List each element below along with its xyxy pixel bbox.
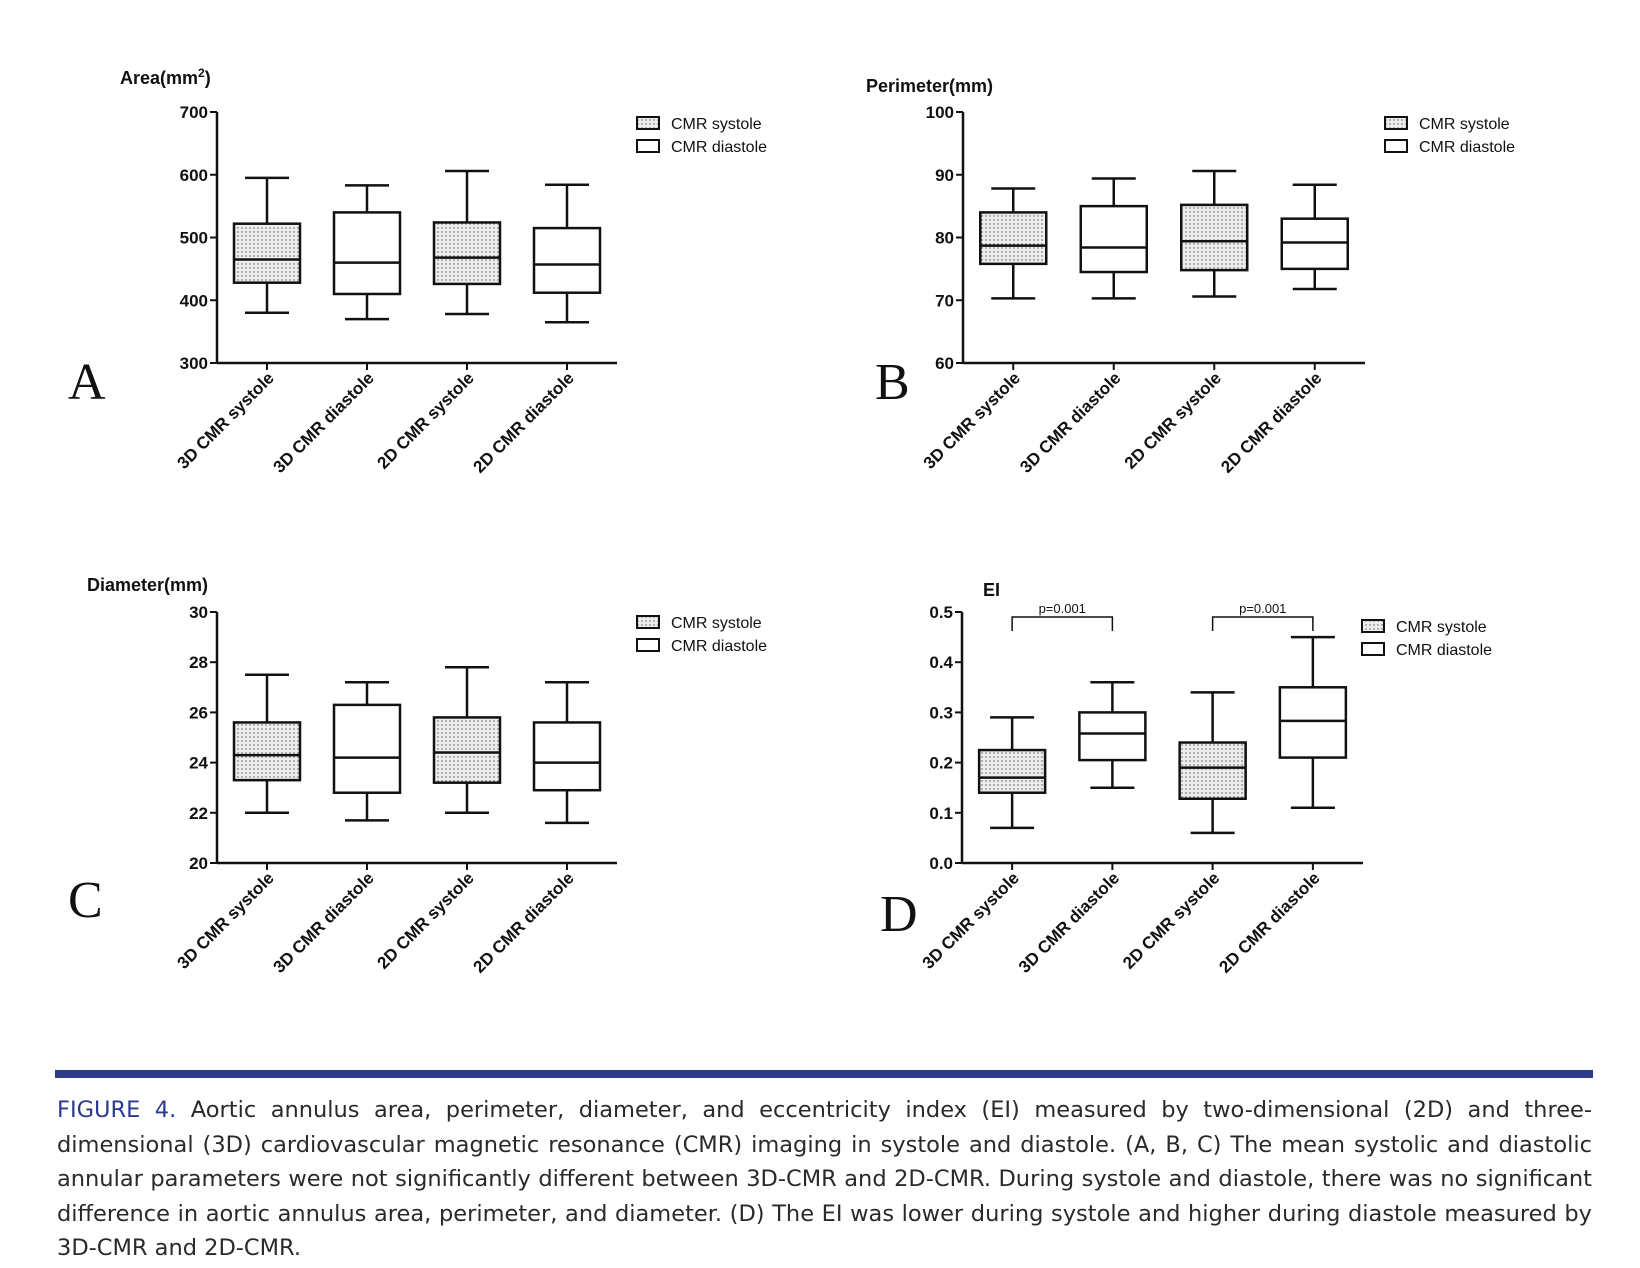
y-tick-label: 0.0 xyxy=(929,854,953,873)
legend-label-diastole: CMR diastole xyxy=(671,638,767,655)
p-value-label: p=0.001 xyxy=(1039,601,1086,616)
legend-swatch-diastole xyxy=(1384,139,1408,153)
iqr-box xyxy=(1079,204,1148,274)
x-tick-label: 2D CMR systole xyxy=(1121,368,1225,472)
x-tick-label: 3D CMR systole xyxy=(920,368,1024,472)
y-tick-label: 0.1 xyxy=(929,804,953,823)
figure-caption: FIGURE 4. Aortic annulus area, perimeter… xyxy=(57,1093,1592,1266)
y-tick-label: 0.5 xyxy=(929,603,953,622)
legend-label-systole: CMR systole xyxy=(671,615,762,632)
x-tick-label: 3D CMR diastole xyxy=(270,368,378,476)
panel-letter: C xyxy=(68,872,103,929)
x-tick-label: 2D CMR systole xyxy=(374,868,478,972)
caption-divider xyxy=(55,1070,1593,1078)
iqr-box xyxy=(232,222,302,284)
significance-bracket xyxy=(1211,616,1314,631)
x-tick-label: 3D CMR diastole xyxy=(270,868,378,976)
iqr-box xyxy=(1078,711,1147,762)
y-tick-label: 70 xyxy=(935,291,954,310)
y-axis-title: EI xyxy=(983,580,1001,600)
x-tick-label: 2D CMR diastole xyxy=(470,868,578,976)
legend-label-systole: CMR systole xyxy=(1396,619,1487,636)
legend-swatch-diastole xyxy=(636,638,660,652)
figure-label: FIGURE 4. xyxy=(57,1097,177,1123)
y-tick-label: 700 xyxy=(180,103,208,122)
iqr-box xyxy=(977,748,1047,794)
panel-a: Area(mm2) A 300 400 500 600 700 3D CMR systol… xyxy=(0,50,820,570)
y-tick-label: 26 xyxy=(189,703,208,722)
y-tick-label: 0.4 xyxy=(929,653,953,672)
y-tick-label: 400 xyxy=(180,291,208,310)
y-tick-label: 22 xyxy=(189,804,208,823)
iqr-box xyxy=(432,716,502,784)
iqr-box xyxy=(1180,203,1249,272)
x-tick-label: 3D CMR systole xyxy=(174,368,278,472)
iqr-box xyxy=(979,211,1048,266)
x-tick-label: 3D CMR diastole xyxy=(1015,868,1123,976)
legend-label-systole: CMR systole xyxy=(671,116,762,133)
x-tick-label: 3D CMR diastole xyxy=(1016,368,1124,476)
panel-b: Perimeter(mm) B 60 70 80 90 100 3D CMR systol… xyxy=(820,50,1640,570)
y-tick-label: 80 xyxy=(935,229,954,248)
y-tick-label: 0.2 xyxy=(929,754,953,773)
legend-label-diastole: CMR diastole xyxy=(671,139,767,156)
y-tick-label: 300 xyxy=(180,354,208,373)
y-tick-label: 100 xyxy=(926,103,954,122)
x-tick-label: 2D CMR diastole xyxy=(470,368,578,476)
y-tick-label: 600 xyxy=(180,166,208,185)
iqr-box xyxy=(1278,686,1348,759)
iqr-box xyxy=(332,703,402,794)
panel-letter: D xyxy=(880,886,918,943)
legend-swatch-diastole xyxy=(1361,642,1385,656)
legend-swatch-systole xyxy=(636,615,660,629)
legend-swatch-systole xyxy=(1384,116,1408,130)
significance-bracket xyxy=(1011,616,1114,631)
x-tick-label: 2D CMR diastole xyxy=(1215,868,1323,976)
y-tick-label: 20 xyxy=(189,854,208,873)
panel-letter: B xyxy=(875,354,910,411)
iqr-box xyxy=(432,221,502,286)
legend-label-diastole: CMR diastole xyxy=(1419,139,1515,156)
y-tick-label: 500 xyxy=(180,229,208,248)
x-tick-label: 3D CMR systole xyxy=(919,868,1023,972)
y-tick-label: 30 xyxy=(189,603,208,622)
iqr-box xyxy=(1280,217,1349,271)
legend-swatch-diastole xyxy=(636,139,660,153)
legend-swatch-systole xyxy=(636,116,660,130)
y-tick-label: 28 xyxy=(189,653,208,672)
y-axis-title: Area(mm2) xyxy=(120,66,211,88)
iqr-box xyxy=(1178,741,1247,800)
caption-text: Aortic annulus area, perimeter, diameter… xyxy=(57,1097,1593,1261)
legend-label-diastole: CMR diastole xyxy=(1396,642,1492,659)
p-value-label: p=0.001 xyxy=(1239,601,1286,616)
y-tick-label: 0.3 xyxy=(929,703,953,722)
y-tick-label: 60 xyxy=(935,354,954,373)
legend-swatch-systole xyxy=(1361,619,1385,633)
x-tick-label: 2D CMR systole xyxy=(374,368,478,472)
y-axis-title: Diameter(mm) xyxy=(87,575,209,595)
x-tick-label: 2D CMR diastole xyxy=(1217,368,1325,476)
y-tick-label: 90 xyxy=(935,166,954,185)
iqr-box xyxy=(532,721,602,792)
legend-label-systole: CMR systole xyxy=(1419,116,1510,133)
iqr-box xyxy=(232,721,302,782)
iqr-box xyxy=(532,226,602,294)
panel-c: Diameter(mm) C 20 22 24 26 28 30 3D CMR systol… xyxy=(0,575,820,1095)
y-axis-title: Perimeter(mm) xyxy=(866,76,994,96)
x-tick-label: 2D CMR systole xyxy=(1119,868,1223,972)
panel-letter: A xyxy=(68,354,106,411)
iqr-box xyxy=(332,211,402,296)
x-tick-label: 3D CMR systole xyxy=(174,868,278,972)
y-tick-label: 24 xyxy=(189,754,208,773)
panel-d: EI D 0.0 0.1 0.2 0.3 0.4 0.5 3D CMR systole 3D … xyxy=(820,575,1640,1095)
